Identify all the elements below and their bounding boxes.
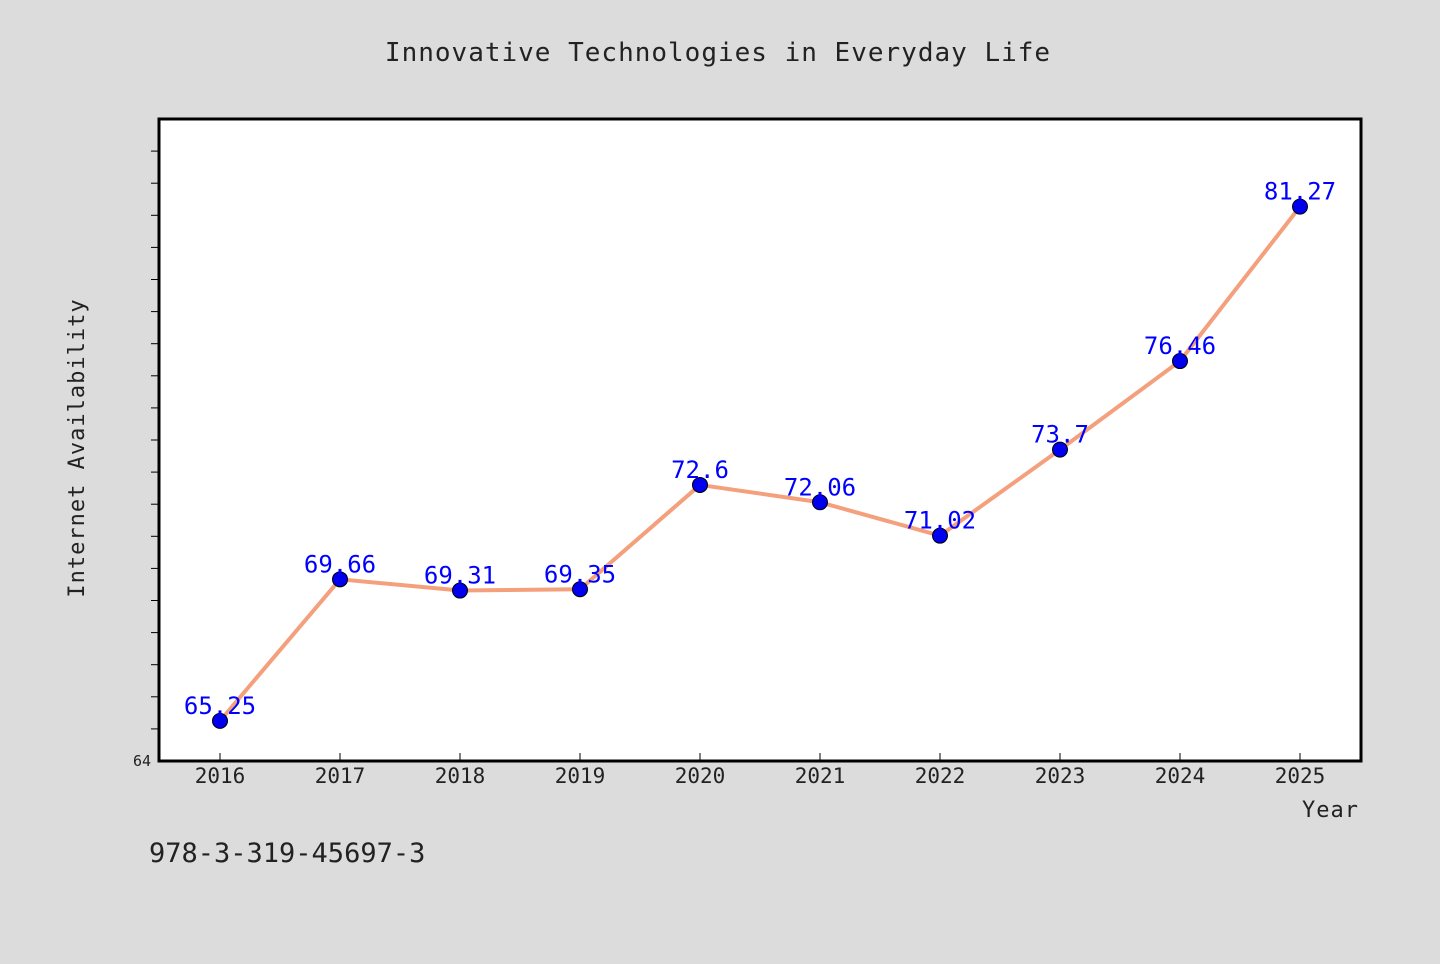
x-tick-label: 2024 xyxy=(1155,764,1206,788)
data-label: 73.7 xyxy=(1031,421,1089,449)
x-tick-label: 2023 xyxy=(1035,764,1086,788)
x-tick-label: 2021 xyxy=(795,764,846,788)
data-point xyxy=(1052,441,1068,458)
data-label: 72.06 xyxy=(784,473,856,501)
x-tick-label: 2019 xyxy=(555,764,606,788)
x-tick-label: 2022 xyxy=(915,764,966,788)
data-label: 69.31 xyxy=(424,562,496,590)
data-point xyxy=(332,571,348,588)
data-point xyxy=(812,494,828,511)
x-axis-tick-labels: 2016 2017 2018 2019 2020 2021 2022 2023 2024 2025 xyxy=(195,764,1326,788)
data-point xyxy=(452,582,468,599)
plot-area xyxy=(157,117,1363,763)
x-tick-label: 2025 xyxy=(1275,764,1326,788)
data-label: 65.25 xyxy=(184,692,256,720)
x-tick-label: 2016 xyxy=(195,764,246,788)
data-label: 72.6 xyxy=(671,456,729,484)
x-axis-label: Year xyxy=(1302,798,1359,823)
y-axis-label: Internet Availability xyxy=(65,298,90,597)
data-point xyxy=(1172,353,1188,370)
series-line xyxy=(218,204,1302,723)
data-label: 69.35 xyxy=(544,560,616,588)
data-label: 71.02 xyxy=(904,507,976,535)
x-tick-label: 2017 xyxy=(315,764,366,788)
data-label: 69.66 xyxy=(304,550,376,578)
data-point xyxy=(1292,198,1308,215)
data-point xyxy=(692,476,708,493)
data-label: 81.27 xyxy=(1264,178,1336,206)
data-point xyxy=(572,581,588,598)
isbn-text: 978-3-319-45697-3 xyxy=(149,838,425,869)
data-point xyxy=(932,527,948,544)
x-tick-label: 2018 xyxy=(435,764,486,788)
y-axis-ticks xyxy=(151,150,159,730)
y-axis-min-label: 64 xyxy=(133,752,151,770)
data-point xyxy=(212,712,228,729)
x-tick-label: 2020 xyxy=(675,764,726,788)
data-label: 76.46 xyxy=(1144,332,1216,360)
series-group: 65.25 69.66 69.31 69.35 72.6 72.06 71.02 73.7 76… xyxy=(184,178,1336,729)
chart-title: Innovative Technologies in Everyday Life xyxy=(385,38,1051,68)
x-axis-ticks xyxy=(219,753,1301,761)
